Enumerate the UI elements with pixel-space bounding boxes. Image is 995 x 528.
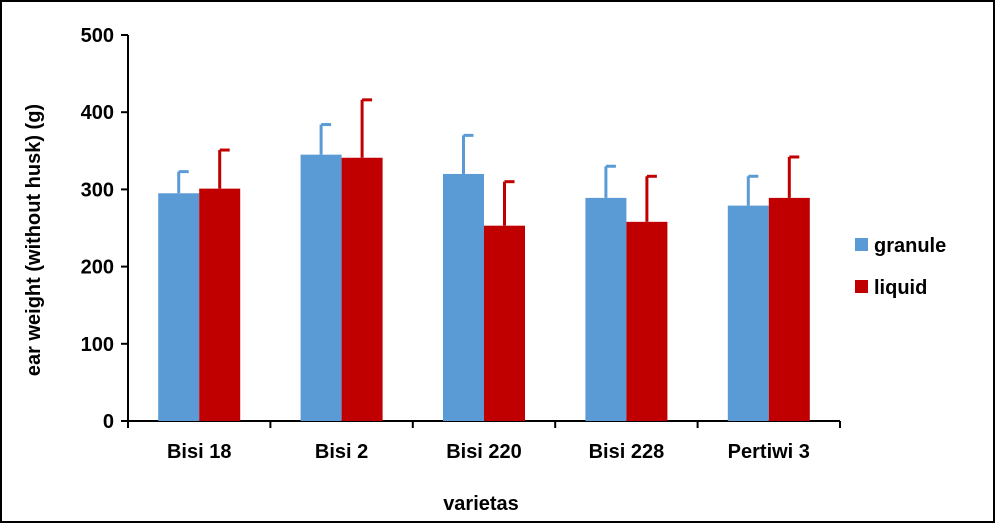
legend: granule liquid [855,235,946,299]
bar-liquid [768,197,810,421]
legend-label-liquid: liquid [874,277,927,299]
x-tick-label: Bisi 228 [589,441,665,463]
x-tick-label: Bisi 2 [315,441,368,463]
y-tick-label: 100 [81,334,114,356]
bar-liquid [484,225,525,421]
bar-granule [585,197,627,421]
x-tick-label: Bisi 18 [167,441,231,463]
y-tick-label: 200 [81,257,114,279]
y-tick-label: 400 [81,102,114,124]
legend-swatch-granule [855,238,868,251]
y-axis-title: ear weight (without husk) (g) [23,104,45,376]
bar-granule [443,173,484,421]
bar-liquid [341,157,383,422]
y-tick-label: 300 [81,179,114,201]
legend-label-granule: granule [874,235,946,257]
y-tick-label: 500 [81,25,114,47]
bar-granule [300,154,342,421]
bar-granule [158,193,200,421]
bar-liquid [199,188,241,421]
bar-liquid [626,221,668,421]
x-axis-title: varietas [443,493,519,515]
y-tick-label: 0 [103,411,114,433]
legend-swatch-liquid [855,280,868,293]
plot-area: 0 100 200 300 400 500 Bisi 18 Bisi 2 Bisi 220 Bis… [81,25,841,463]
bar-granule [727,205,769,421]
x-tick-label: Pertiwi 3 [728,441,810,463]
x-tick-label: Bisi 220 [446,441,522,463]
